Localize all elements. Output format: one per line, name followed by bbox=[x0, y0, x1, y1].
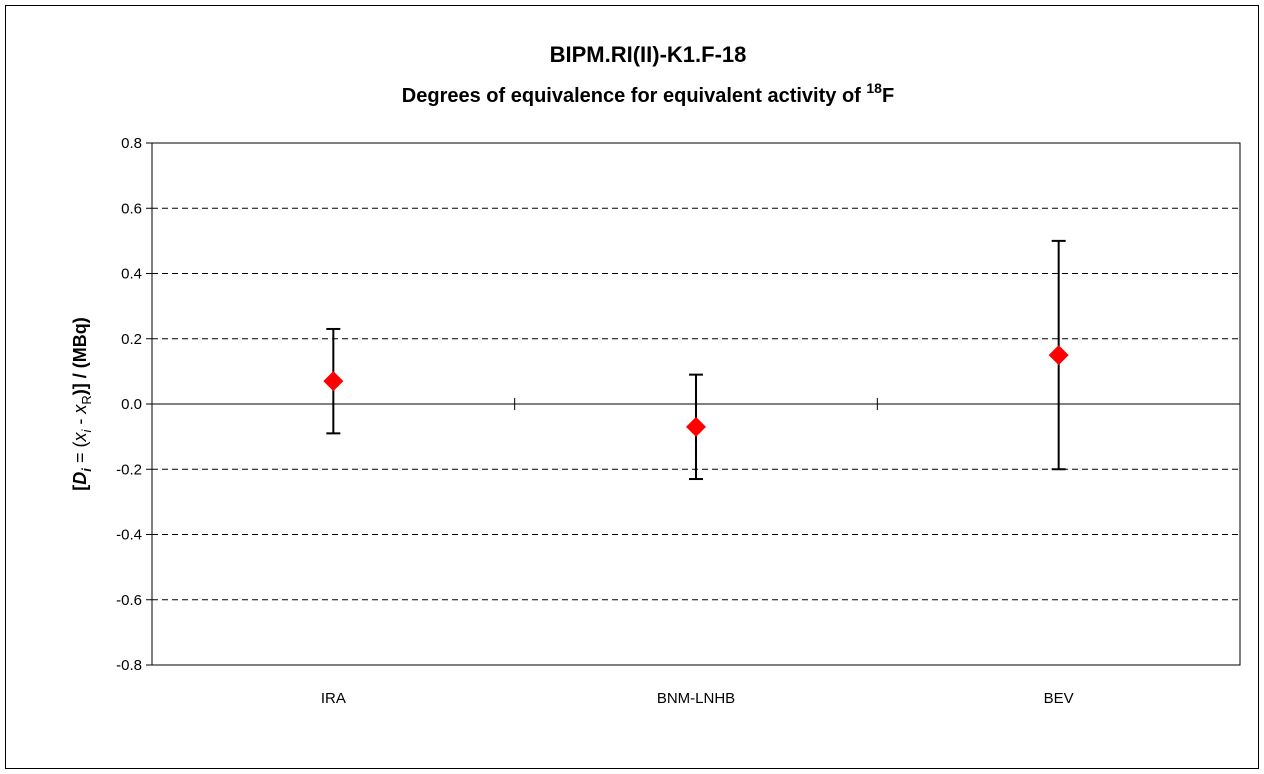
data-point-marker bbox=[1048, 345, 1069, 366]
y-tick-label: -0.2 bbox=[116, 461, 142, 478]
y-ticks: 0.8 0.6 0.4 0.2 0.0 -0.2 -0.4 -0.6 -0.8 bbox=[116, 135, 152, 674]
chart-subtitle-suffix: F bbox=[882, 85, 894, 107]
data-point-marker bbox=[323, 371, 344, 392]
y-tick-label: 0.2 bbox=[121, 331, 142, 348]
y-tick-label: 0.8 bbox=[121, 135, 142, 152]
x-tick-label: IRA bbox=[321, 690, 346, 707]
x-tick-label: BNM-LNHB bbox=[657, 690, 735, 707]
x-tick-label: BEV bbox=[1044, 690, 1074, 707]
chart-subtitle-prefix: Degrees of equivalence for equivalent ac… bbox=[402, 85, 867, 107]
y-tick-label: -0.8 bbox=[116, 657, 142, 674]
y-tick-label: 0.0 bbox=[121, 396, 142, 413]
y-tick-label: -0.4 bbox=[116, 527, 142, 544]
y-axis-label: [Di = (xi - xR)] / (MBq) bbox=[70, 317, 94, 490]
chart-title: BIPM.RI(II)-K1.F-18 bbox=[550, 42, 747, 67]
chart-subtitle: Degrees of equivalence for equivalent ac… bbox=[402, 80, 894, 107]
data-point-marker bbox=[686, 416, 706, 437]
chart-frame bbox=[5, 5, 1259, 769]
y-tick-label: 0.6 bbox=[121, 200, 142, 217]
chart-subtitle-sup: 18 bbox=[866, 80, 882, 96]
data-points bbox=[323, 345, 1069, 437]
error-bars bbox=[326, 239, 1066, 481]
y-tick-label: -0.6 bbox=[116, 592, 142, 609]
x-ticks: IRA BNM-LNHB BEV bbox=[321, 690, 1074, 707]
y-tick-label: 0.4 bbox=[121, 266, 142, 283]
